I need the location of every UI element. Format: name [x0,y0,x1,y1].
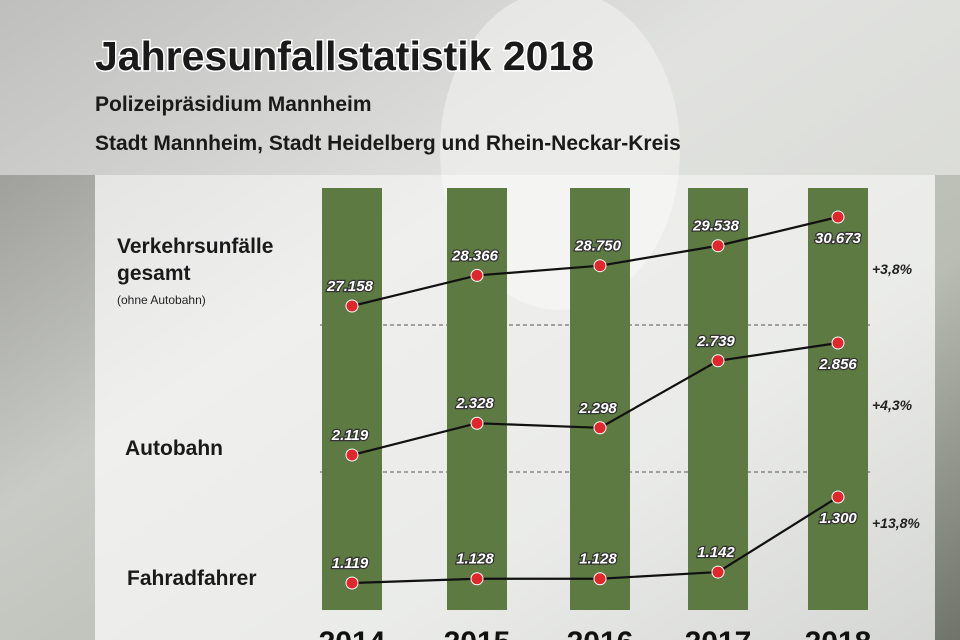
value-label: 1.142 [697,544,735,561]
year-bar [688,188,748,610]
data-point [711,565,725,579]
value-label: 27.158 [326,278,374,295]
value-label: 1.119 [332,555,369,572]
year-label: 2017 [685,626,752,640]
data-point [831,490,845,504]
value-label: 28.366 [451,247,499,264]
year-label: 2018 [805,626,872,640]
data-point [593,421,607,435]
value-label: 28.750 [574,238,622,255]
year-bar [322,188,382,610]
chart-panel [95,175,935,640]
value-label: 30.673 [815,230,862,247]
value-label: 1.128 [456,551,494,568]
value-label: 1.300 [819,510,857,527]
change-label: +3,8% [872,261,913,277]
year-bar [570,188,630,610]
value-label: 2.856 [818,356,857,373]
row-label: Autobahn [125,437,223,460]
value-label: 2.328 [455,395,494,412]
data-point [831,210,845,224]
subtitle: Stadt Mannheim, Stadt Heidelberg und Rhe… [95,132,681,155]
value-label: 2.298 [578,400,617,417]
year-bar [808,188,868,610]
data-point [345,448,359,462]
header-veil [0,0,960,175]
row-label: Verkehrsunfälle [117,235,273,258]
data-point [470,268,484,282]
data-point [345,576,359,590]
year-label: 2016 [567,626,634,640]
year-label: 2014 [319,626,386,640]
year-label: 2015 [444,626,511,640]
value-label: 2.119 [331,427,369,444]
change-label: +13,8% [872,515,920,531]
data-point [711,239,725,253]
data-point [470,416,484,430]
subtitle: Polizeipräsidium Mannheim [95,93,372,116]
value-label: 1.128 [579,551,617,568]
value-label: 2.739 [696,333,735,350]
title: Jahresunfallstatistik 2018 [95,33,594,79]
data-point [345,299,359,313]
change-label: +4,3% [872,397,913,413]
data-point [831,336,845,350]
row-note: (ohne Autobahn) [117,293,206,307]
data-point [470,572,484,586]
year-bar [447,188,507,610]
row-label: gesamt [117,262,191,285]
row-label: Fahradfahrer [127,567,257,590]
data-point [593,572,607,586]
data-point [711,354,725,368]
data-point [593,259,607,273]
value-label: 29.538 [692,218,740,235]
